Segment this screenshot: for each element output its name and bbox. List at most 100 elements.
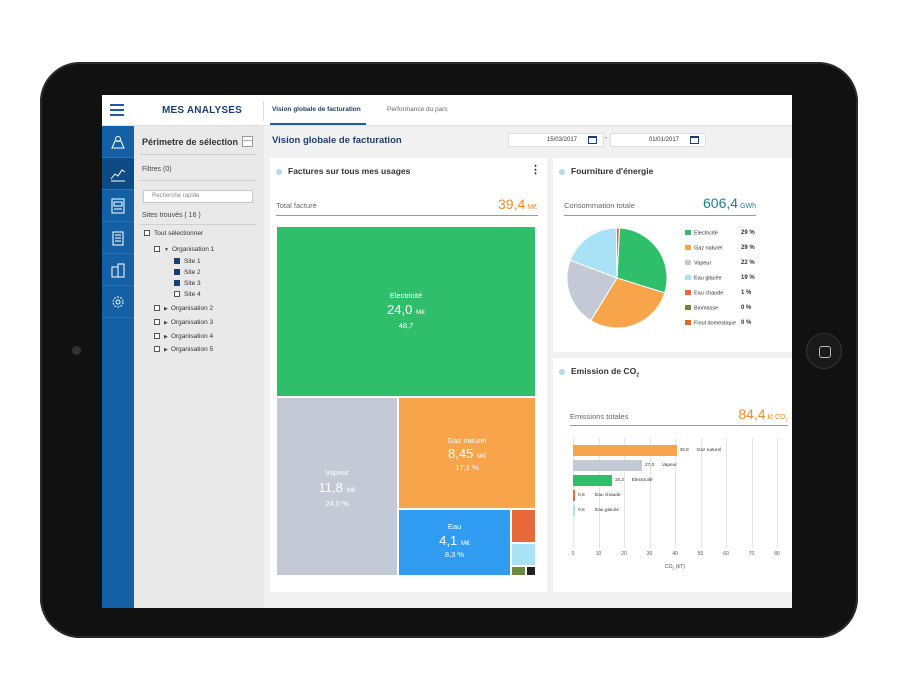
treemap-cell-eau-glacee[interactable] (511, 543, 536, 566)
home-button[interactable] (806, 333, 842, 369)
nav-building[interactable] (102, 222, 134, 254)
filters-label[interactable]: Filtres (0) (142, 166, 172, 173)
caret-down-icon[interactable]: ▼ (164, 247, 169, 253)
calendar-icon[interactable] (588, 136, 597, 144)
grid-line (675, 438, 676, 548)
nav-map[interactable] (102, 126, 134, 158)
legend-item-vapeur: Vapeur 22 % (685, 260, 755, 267)
pie-slice[interactable] (615, 227, 621, 279)
bar-category-label: Gaz naturel (696, 448, 722, 453)
treemap-cell-biomasse[interactable] (511, 566, 526, 576)
checkbox[interactable] (174, 258, 180, 264)
tree-org-4[interactable]: ▶ Organisation 4 (154, 333, 213, 340)
card-bullet (559, 369, 565, 375)
nav-settings[interactable] (102, 286, 134, 318)
treemap-cell-vapeur[interactable]: Vapeur 11,8 M€ 24,0 % (276, 397, 398, 576)
checkbox[interactable] (154, 319, 160, 325)
camera (72, 346, 81, 355)
hamburger-menu-icon[interactable] (110, 104, 124, 116)
checkbox[interactable] (154, 333, 160, 339)
legend-item-biomasse: Biomasse 0 % (685, 305, 751, 312)
checkbox[interactable] (154, 346, 160, 352)
cell-unit: M€ (476, 453, 486, 460)
treemap-cell-gaz-naturel[interactable]: Gaz naturel 8,45 M€ 17,1 % (398, 397, 536, 509)
nav-analyses[interactable] (102, 158, 134, 190)
kpi-underline (276, 215, 538, 216)
treemap-cell-eau-chaude[interactable] (511, 509, 536, 543)
caret-right-icon[interactable]: ▶ (164, 334, 168, 340)
fourniture-card: Fourniture d'énergie Consommation totale… (553, 158, 792, 352)
legend-swatch (685, 290, 691, 295)
cell-value: 11,8 M€ (277, 480, 397, 495)
cell-number: 11,8 (318, 480, 343, 495)
card-title: Emission de CO2 (571, 366, 639, 379)
tree-site-4[interactable]: Site 4 (174, 291, 201, 298)
bar-category-label: Vapeur (661, 463, 677, 468)
caret-right-icon[interactable]: ▶ (164, 347, 168, 353)
tab-performance-parc[interactable]: Performance du parc (387, 106, 448, 113)
legend-swatch (685, 230, 691, 235)
select-all-row[interactable]: Tout sélectionner (144, 230, 203, 237)
select-all-label: Tout sélectionner (154, 230, 204, 237)
x-tick-label: 30 (646, 551, 653, 557)
collapse-button[interactable]: — (242, 136, 253, 147)
legend-label: Gaz naturel (694, 245, 723, 252)
checkbox[interactable] (154, 246, 160, 252)
x-axis-label: CO2 (kT) (665, 564, 685, 571)
checkbox[interactable] (174, 269, 180, 275)
legend-value: 0 % (741, 320, 752, 326)
pie-slice[interactable] (566, 259, 618, 322)
tree-org-3[interactable]: ▶ Organisation 3 (154, 319, 213, 326)
tree-org-5[interactable]: ▶ Organisation 5 (154, 346, 213, 353)
calendar-icon[interactable] (690, 136, 699, 144)
pie-slice[interactable] (590, 277, 666, 329)
building-icon (112, 231, 124, 246)
legend-swatch (685, 320, 691, 325)
divider (140, 224, 256, 225)
kpi-value: 606,4 GWh (703, 195, 756, 211)
title-subscript: 2 (636, 372, 639, 379)
tree-org-1[interactable]: ▼ Organisation 1 (154, 246, 214, 253)
tree-site-3[interactable]: Site 3 (174, 280, 201, 287)
bar[interactable] (573, 445, 677, 456)
nav-buildings[interactable] (102, 254, 134, 286)
date-end-picker[interactable]: 01/01/2017 (610, 133, 706, 147)
cell-label: Electricité (389, 291, 423, 300)
bar[interactable] (573, 490, 576, 501)
bar[interactable] (573, 505, 576, 516)
tab-vision-globale[interactable]: Vision globale de facturation (272, 106, 361, 113)
checkbox[interactable] (154, 305, 160, 311)
meter-icon (111, 198, 125, 214)
cell-percent: 17,1 % (455, 463, 479, 472)
checkbox[interactable] (174, 291, 180, 297)
more-options-icon[interactable]: ⋮ (530, 164, 541, 176)
tree-site-2[interactable]: Site 2 (174, 269, 201, 276)
pie-slice[interactable] (616, 227, 668, 294)
search-input[interactable]: Recherche rapide (143, 190, 253, 203)
kpi-label: Consommation totale (564, 201, 635, 210)
checkbox[interactable] (174, 280, 180, 286)
legend-value: 1 % (741, 290, 752, 296)
cell-label: Eau (447, 522, 462, 531)
card-bullet (276, 169, 282, 175)
caret-right-icon[interactable]: ▶ (164, 320, 168, 326)
legend-swatch (685, 305, 691, 310)
treemap-cell-eau[interactable]: Eau 4,1 M€ 8,3 % (398, 509, 511, 576)
pie-slice[interactable] (569, 227, 618, 279)
cell-value: 4,1 M€ (399, 533, 510, 548)
bar[interactable] (573, 475, 612, 486)
tree-org-2[interactable]: ▶ Organisation 2 (154, 305, 213, 312)
org-label: Organisation 2 (170, 305, 214, 312)
cell-number: 8,45 (448, 446, 474, 461)
bar[interactable] (573, 460, 642, 471)
date-start-picker[interactable]: 15/03/2017 (508, 133, 604, 147)
tree-site-1[interactable]: Site 1 (174, 258, 201, 265)
legend-value: 29 % (741, 245, 755, 251)
caret-right-icon[interactable]: ▶ (164, 306, 168, 312)
nav-meter[interactable] (102, 190, 134, 222)
treemap-cell-electricite[interactable]: Electricité 24,0 M€ 48,7 (276, 226, 536, 397)
active-tab-indicator (270, 123, 366, 125)
kpi-underline (564, 215, 756, 216)
checkbox[interactable] (144, 230, 150, 236)
treemap-cell-fioul[interactable] (526, 566, 536, 576)
